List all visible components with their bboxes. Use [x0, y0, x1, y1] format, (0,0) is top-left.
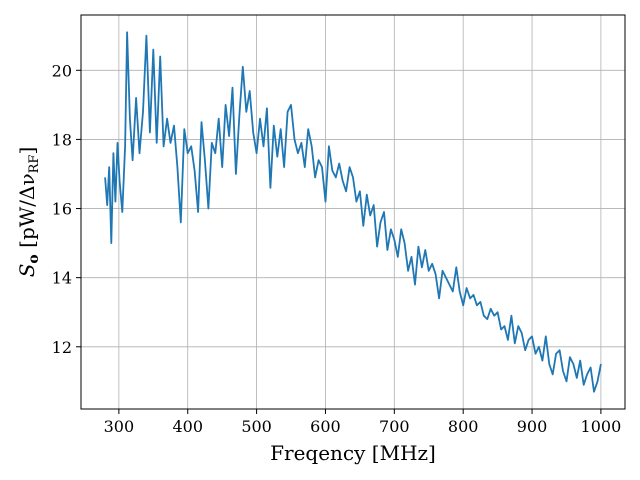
- x-tick-label: 1000: [581, 417, 622, 436]
- x-axis-label: Freqency [MHz]: [270, 441, 436, 465]
- x-tick-label: 900: [517, 417, 548, 436]
- y-tick-label: 12: [52, 338, 72, 357]
- plot-frame: [80, 14, 626, 410]
- y-label-subscript: o: [26, 254, 42, 263]
- y-label-unit-subscript: RF: [27, 155, 42, 174]
- series-line: [104, 31, 602, 393]
- y-tick-label: 18: [52, 130, 72, 149]
- x-tick-label: 400: [172, 417, 203, 436]
- y-tick-label: 16: [52, 200, 72, 219]
- y-axis-label: So [pW/ΔνRF]: [15, 147, 42, 278]
- x-tick-label: 700: [379, 417, 410, 436]
- x-tick-label: 500: [241, 417, 272, 436]
- x-tick-label: 300: [104, 417, 135, 436]
- y-label-unit: [pW/Δν: [15, 173, 39, 254]
- y-label-unit-close: ]: [15, 147, 39, 155]
- series-layer: [104, 31, 602, 393]
- y-label-symbol: S: [15, 264, 39, 278]
- x-axis-ticks: 300 400 500 600 700 800 900 1000: [104, 409, 622, 436]
- y-axis-ticks: 12 14 16 18 20: [52, 61, 81, 357]
- x-tick-label: 600: [310, 417, 341, 436]
- y-tick-label: 14: [52, 269, 72, 288]
- x-tick-label: 800: [448, 417, 479, 436]
- y-tick-label: 20: [52, 61, 72, 80]
